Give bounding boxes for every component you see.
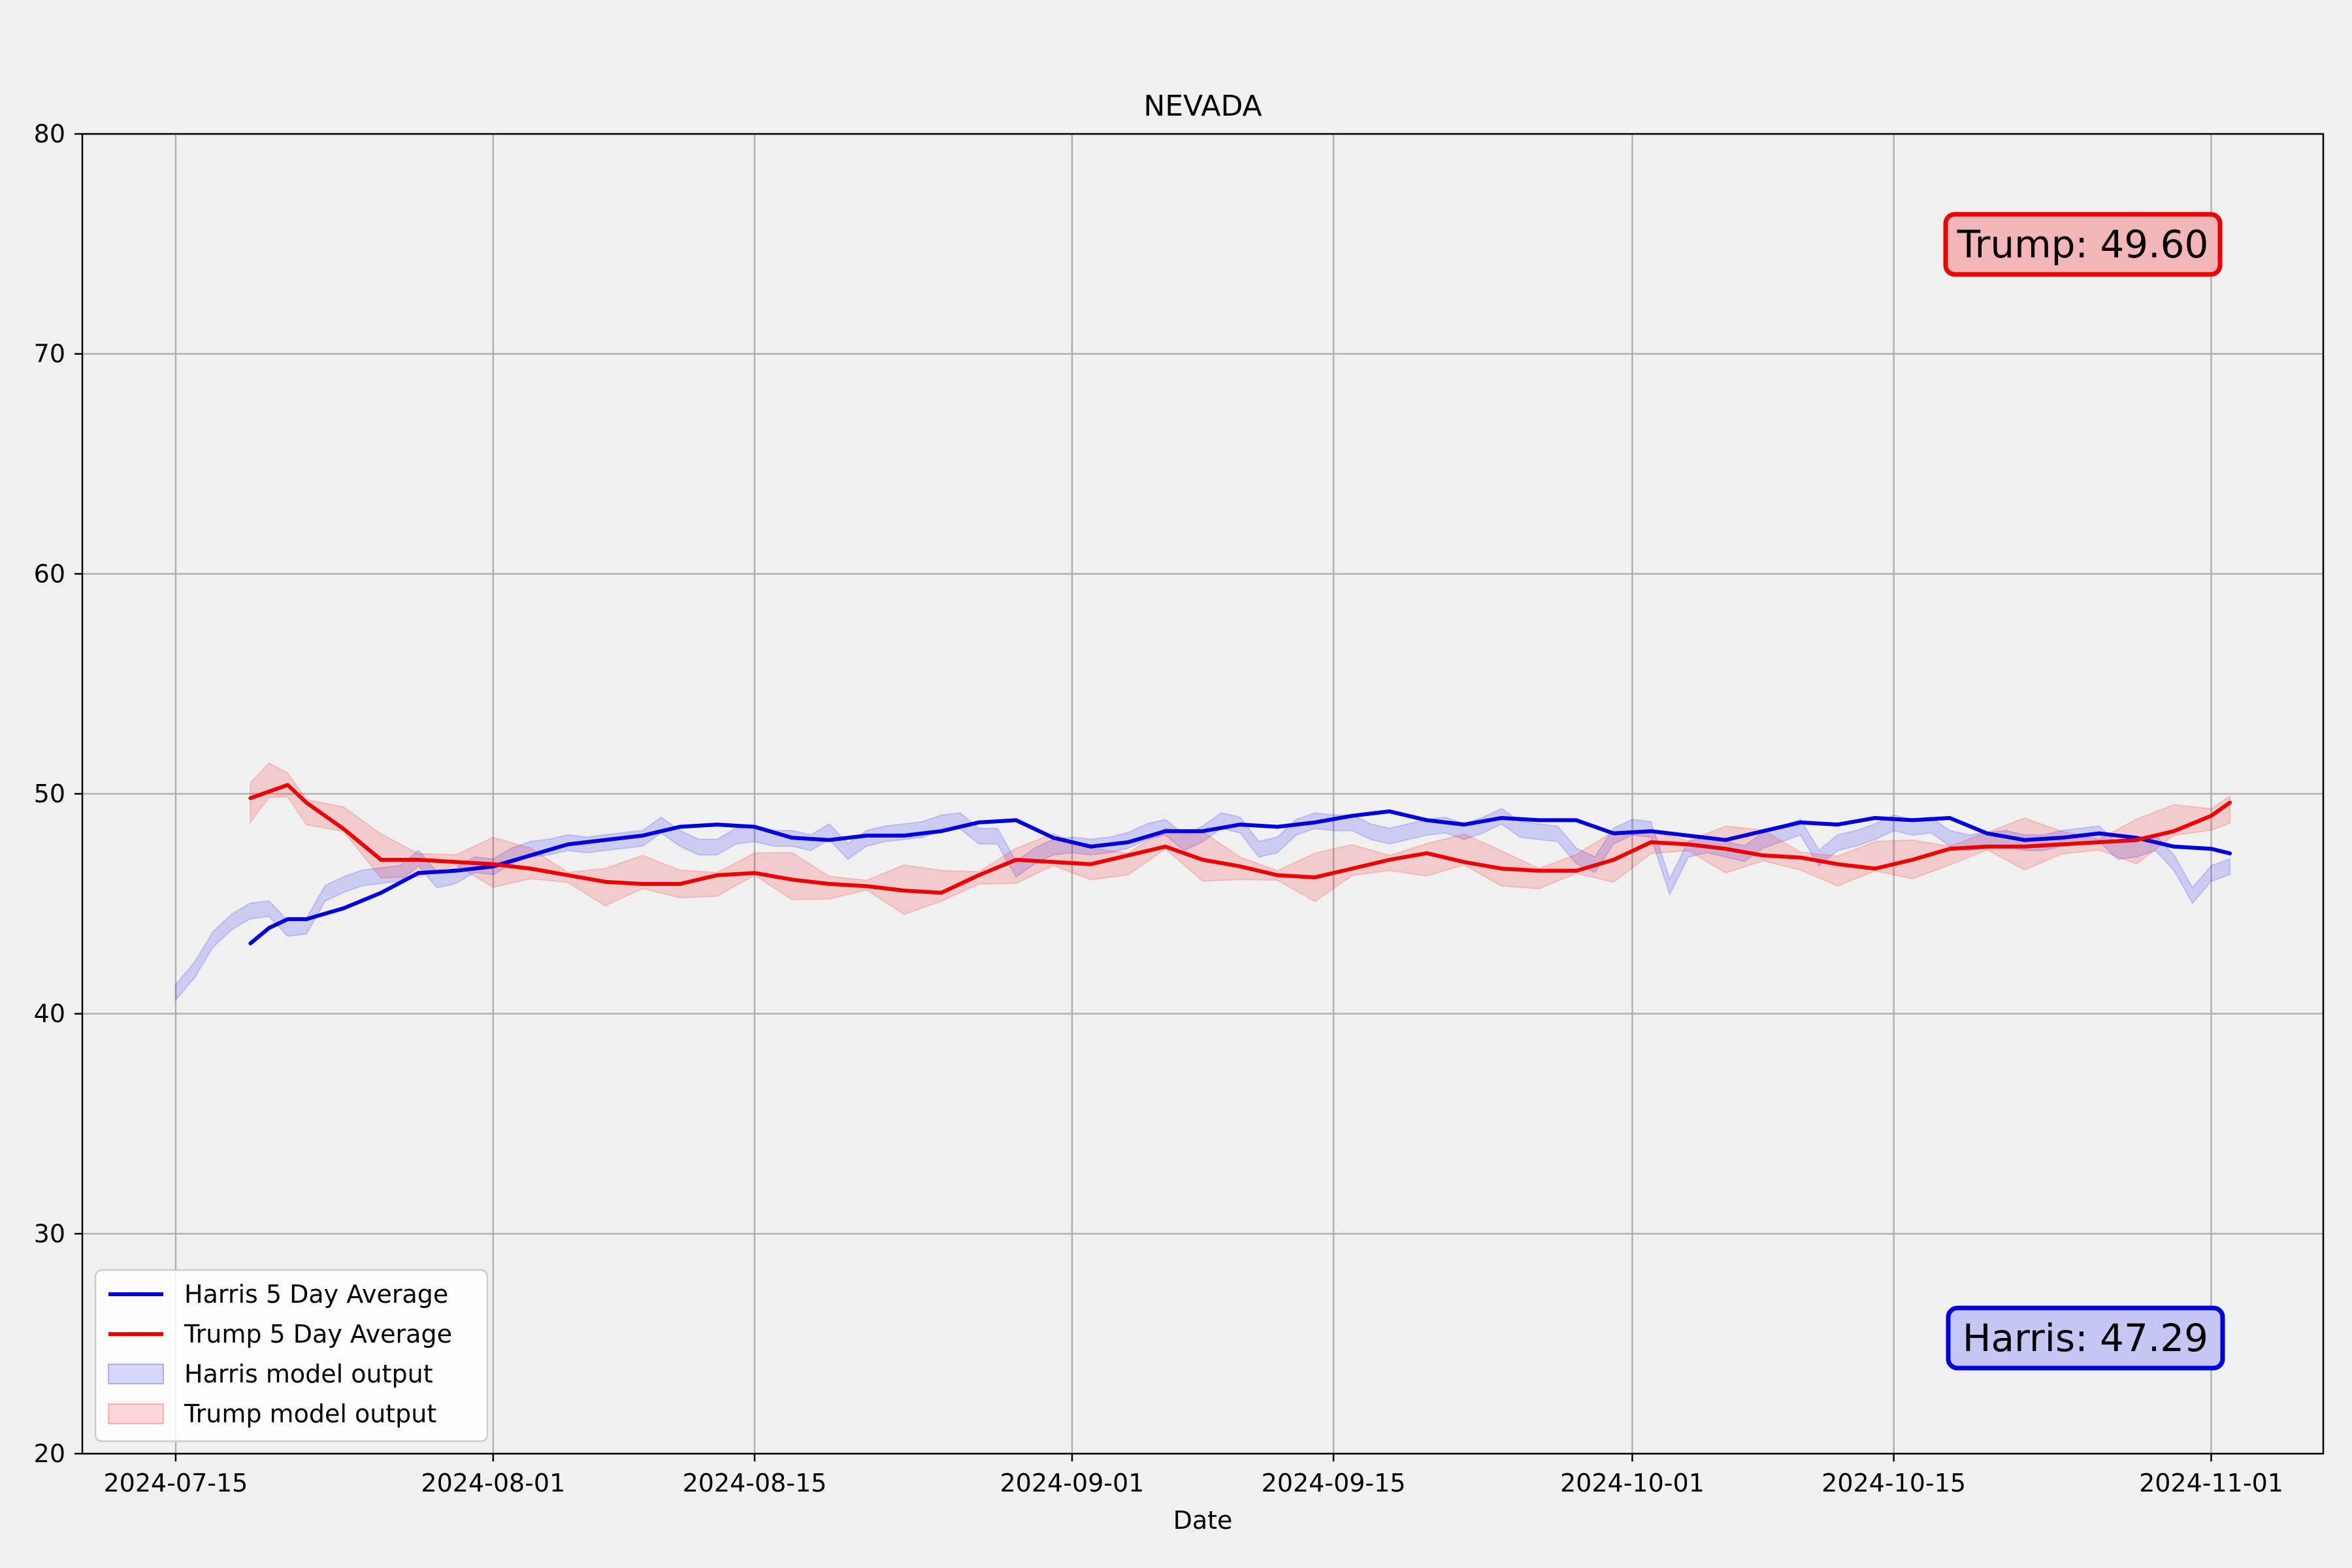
trump-model-output-legend-swatch (108, 1403, 164, 1424)
x-tick-label: 2024-08-01 (421, 1469, 565, 1497)
annotation-text: Harris: 47.29 (1963, 1316, 2208, 1360)
x-axis-label: Date (1173, 1506, 1233, 1535)
legend-box (94, 1269, 489, 1443)
x-tick-label: 2024-11-01 (2139, 1469, 2283, 1497)
y-axis-ticks: 20 30 40 50 60 70 80 (34, 120, 82, 1468)
harris-model-output-band (174, 808, 2231, 1002)
y-tick-label: 40 (34, 1000, 65, 1028)
legend: Harris 5 Day Average Trump 5 Day Average H… (94, 1269, 489, 1443)
trump-5-day-average-legend-label: Trump 5 Day Average (184, 1320, 452, 1348)
trump-model-output-band (250, 762, 2231, 915)
y-tick-label: 80 (34, 120, 65, 148)
x-tick-label: 2024-07-15 (103, 1469, 248, 1497)
y-tick-label: 20 (34, 1439, 65, 1468)
chart-title: NEVADA (1143, 90, 1262, 123)
x-tick-label: 2024-09-01 (1000, 1469, 1144, 1497)
trump-model-output-legend-label: Trump model output (184, 1399, 436, 1428)
y-tick-label: 50 (34, 779, 65, 808)
annotation-text: Trump: 49.60 (1957, 222, 2209, 267)
harris-model-output-legend-label: Harris model output (184, 1360, 433, 1388)
annotation-box (1943, 212, 2223, 277)
y-tick-label: 60 (34, 559, 65, 588)
annotation-box (1946, 1305, 2225, 1371)
harris-5-day-average-line (248, 809, 2232, 945)
average-lines (248, 783, 2232, 945)
y-tick-label: 70 (34, 340, 65, 368)
harris-model-output-legend-swatch (108, 1364, 164, 1384)
harris-5-day-average-legend-label: Harris 5 Day Average (184, 1280, 448, 1309)
x-axis-ticks: 2024-07-15 2024-08-01 2024-08-15 2024-09-01… (103, 1454, 2283, 1497)
y-tick-label: 30 (34, 1219, 65, 1248)
x-tick-label: 2024-08-15 (683, 1469, 827, 1497)
x-tick-label: 2024-09-15 (1262, 1469, 1406, 1497)
x-tick-label: 2024-10-01 (1560, 1469, 1705, 1497)
model-output-bands (174, 762, 2231, 1002)
annotations: Trump: 49.60 Harris: 47.29 (1943, 212, 2225, 1371)
trump-5-day-average-line (248, 783, 2232, 895)
harris-value-annotation: Harris: 47.29 (1946, 1305, 2225, 1371)
x-tick-label: 2024-10-15 (1821, 1469, 1966, 1497)
trump-value-annotation: Trump: 49.60 (1943, 212, 2223, 277)
